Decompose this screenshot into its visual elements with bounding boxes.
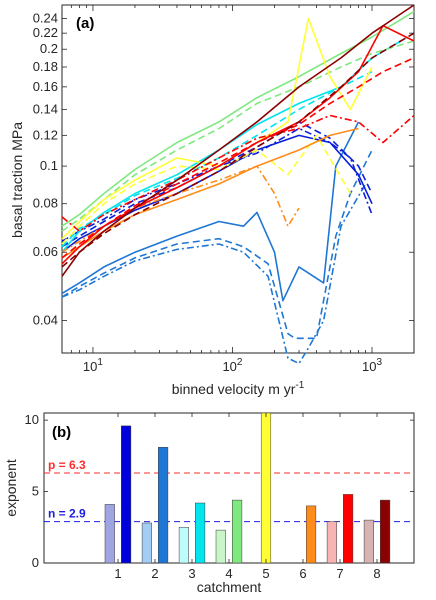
y-tick-label: 0.24 <box>33 10 58 25</box>
y-tick-label: 0.18 <box>33 59 58 74</box>
panel-a-xlabel: binned velocity m yr-1 <box>172 380 305 397</box>
bar-10 <box>306 505 317 564</box>
bar-8 <box>232 499 243 564</box>
panel-a-series-group <box>61 4 415 365</box>
x-tick-label: 4 <box>225 566 232 581</box>
series-line-18 <box>61 4 415 277</box>
y-tick-label: 0.16 <box>33 79 58 94</box>
series-line-13 <box>61 127 359 259</box>
x-tick-label: 5 <box>262 566 269 581</box>
panel-b-bars <box>104 412 391 564</box>
y-tick-label: 0 <box>32 555 39 570</box>
x-tick-label: 102 <box>222 357 242 374</box>
y-tick-label: 0.12 <box>33 127 58 142</box>
bar-4 <box>158 447 169 564</box>
panel-a: 101 102 103 0.04 0.06 0.08 0.1 0.12 0.14 0.16 0.18… <box>9 4 415 397</box>
series-line-17 <box>61 114 415 232</box>
series-line-9 <box>61 10 415 227</box>
bar-1 <box>104 504 115 564</box>
bar-14 <box>380 499 391 564</box>
series-line-19 <box>61 32 415 268</box>
y-tick-label: 0.04 <box>33 313 58 328</box>
panel-b-axes <box>43 412 415 564</box>
x-tick-label: 6 <box>299 566 306 581</box>
series-line-12 <box>61 134 352 245</box>
panel-a-axes <box>61 4 415 354</box>
y-tick-label: 10 <box>25 412 39 427</box>
y-tick-label: 0.08 <box>33 196 58 211</box>
y-tick-label: 0.22 <box>33 25 58 40</box>
bar-11 <box>326 521 337 564</box>
bar-13 <box>363 519 374 564</box>
bar-5 <box>178 527 189 564</box>
y-tick-label: 0.06 <box>33 244 58 259</box>
panel-b-ylabel: exponent <box>3 459 19 517</box>
bar-3 <box>141 522 152 564</box>
series-line-3 <box>61 183 367 365</box>
x-tick-label: 1 <box>114 566 121 581</box>
reference-line-label: p = 6.3 <box>48 458 86 472</box>
bar-9 <box>260 412 272 564</box>
x-tick-label: 7 <box>336 566 343 581</box>
y-tick-label: 5 <box>32 484 39 499</box>
panel-b: p = 6.3 n = 2.9 1 2 3 4 5 6 7 8 0 5 10 (b) catchmen… <box>3 412 415 595</box>
panel-b-ticks: 1 2 3 4 5 6 7 8 0 5 10 <box>25 412 414 581</box>
series-line-6 <box>61 127 373 242</box>
x-tick-label: 103 <box>362 357 382 374</box>
panel-a-label: (a) <box>76 15 94 32</box>
y-tick-label: 0.1 <box>40 158 58 173</box>
y-tick-label: 0.14 <box>33 101 58 116</box>
series-line-16 <box>61 57 415 259</box>
bar-6 <box>195 502 206 564</box>
series-line-10 <box>61 40 415 232</box>
series-line-14 <box>61 165 300 253</box>
panel-b-xlabel: catchment <box>197 579 262 595</box>
series-line-2 <box>61 149 373 340</box>
x-tick-label: 3 <box>188 566 195 581</box>
reference-line-label: n = 2.9 <box>48 507 86 521</box>
x-tick-label: 2 <box>151 566 158 581</box>
x-tick-label: 8 <box>373 566 380 581</box>
series-line-1 <box>61 121 360 302</box>
y-tick-label: 0.2 <box>40 41 58 56</box>
panel-a-ylabel: basal traction MPa <box>9 122 25 238</box>
bar-7 <box>215 529 226 564</box>
x-tick-label: 101 <box>83 357 103 374</box>
bar-2 <box>121 425 132 564</box>
bar-12 <box>343 494 354 564</box>
panel-a-ticks: 101 102 103 0.04 0.06 0.08 0.1 0.12 0.14 0.16 0.18… <box>33 5 415 374</box>
panel-b-label: (b) <box>52 424 71 441</box>
